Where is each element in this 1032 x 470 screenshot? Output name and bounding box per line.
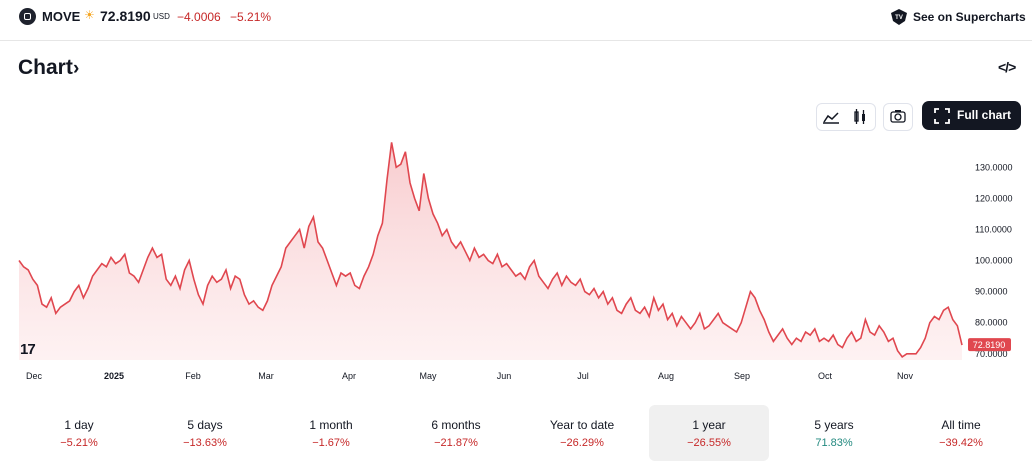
camera-icon: [890, 110, 906, 123]
range-tab[interactable]: 1 day −5.21%: [19, 405, 139, 461]
range-tab-change: −13.63%: [183, 437, 227, 449]
x-tick-label: Aug: [658, 371, 674, 381]
range-tab[interactable]: All time −39.42%: [901, 405, 1021, 461]
y-tick-label: 100.0000: [975, 256, 1013, 266]
symbol-header: MOVE ☀ 72.8190 USD −4.0006 −5.21% TV See…: [0, 0, 1032, 41]
price-change: −4.0006: [177, 10, 221, 24]
x-tick-label: Mar: [258, 371, 274, 381]
range-tab[interactable]: 6 months −21.87%: [396, 405, 516, 461]
price-area-fill: [19, 142, 962, 360]
x-tick-label: Dec: [26, 371, 43, 381]
range-tab[interactable]: Year to date −26.29%: [522, 405, 642, 461]
x-tick-label: Sep: [734, 371, 750, 381]
range-tab-label: All time: [941, 418, 981, 432]
currency-label: USD: [153, 12, 170, 21]
tradingview-logo-icon: 17: [20, 341, 36, 358]
last-price-label: 72.8190: [973, 340, 1006, 350]
last-price-marker: [968, 338, 1011, 352]
x-tick-label: Oct: [818, 371, 833, 381]
range-tab-change: −1.67%: [312, 437, 350, 449]
x-tick-label: May: [419, 371, 437, 381]
range-tab[interactable]: 5 days −13.63%: [145, 405, 265, 461]
y-tick-label: 120.0000: [975, 193, 1013, 203]
range-tab-label: 1 year: [692, 418, 726, 432]
range-tab-label: 1 day: [64, 418, 94, 432]
range-tab-label: 1 month: [309, 418, 353, 432]
price-change-percent: −5.21%: [230, 10, 272, 24]
price-chart[interactable]: 70.0000 80.0000 90.0000 100.0000 110.0000 120…: [0, 130, 1032, 390]
embed-code-icon[interactable]: </>: [998, 59, 1016, 75]
range-tab[interactable]: 1 year −26.55%: [649, 405, 769, 461]
x-tick-label: Jun: [497, 371, 512, 381]
area-chart-button[interactable]: [817, 104, 845, 130]
range-tab-label: 5 days: [187, 418, 223, 432]
area-chart-icon: [823, 112, 839, 124]
svg-text:TV: TV: [895, 15, 903, 21]
range-tab-change: −26.29%: [560, 437, 604, 449]
range-tab-change: −39.42%: [939, 437, 983, 449]
range-tab[interactable]: 5 years 71.83%: [774, 405, 894, 461]
sun-icon: ☀: [84, 8, 95, 22]
see-on-supercharts-link[interactable]: See on Supercharts: [913, 10, 1026, 24]
range-tab-label: Year to date: [549, 418, 615, 432]
y-tick-label: 110.0000: [975, 224, 1012, 234]
range-tab-change: −21.87%: [434, 437, 478, 449]
full-chart-label: Full chart: [957, 108, 1012, 122]
x-tick-label: 2025: [104, 371, 124, 381]
x-tick-label: Feb: [185, 371, 201, 381]
chevron-right-icon[interactable]: ›: [73, 58, 80, 79]
last-price: 72.8190: [100, 8, 151, 24]
y-tick-label: 90.0000: [975, 287, 1008, 297]
chart-title-link[interactable]: Chart: [18, 56, 73, 79]
x-tick-label: Nov: [897, 371, 914, 381]
range-tab[interactable]: 1 month −1.67%: [271, 405, 391, 461]
fullscreen-icon: [934, 108, 950, 124]
range-tab-change: 71.83%: [815, 437, 853, 449]
time-range-selector: 1 day −5.21% 5 days −13.63% 1 month −1.67% 6 m…: [0, 405, 1032, 463]
full-chart-button[interactable]: Full chart: [922, 101, 1021, 130]
symbol-name[interactable]: MOVE: [42, 9, 81, 24]
price-line: [18, 142, 963, 358]
range-tab-label: 6 months: [431, 418, 481, 432]
candles-icon: [854, 109, 865, 124]
x-tick-label: Apr: [342, 371, 356, 381]
range-tab-label: 5 years: [814, 418, 854, 432]
tradingview-badge-icon[interactable]: TV: [890, 8, 908, 26]
range-tab-change: −5.21%: [60, 437, 98, 449]
range-tab-change: −26.55%: [687, 437, 731, 449]
snapshot-button[interactable]: [883, 103, 913, 131]
y-tick-label: 70.0000: [975, 349, 1008, 359]
chart-type-switcher: [816, 103, 876, 131]
symbol-logo-icon[interactable]: [19, 8, 36, 25]
x-tick-label: Jul: [577, 371, 589, 381]
y-tick-label: 80.0000: [975, 318, 1008, 328]
y-tick-label: 130.0000: [975, 162, 1013, 172]
candles-button[interactable]: [846, 104, 874, 130]
